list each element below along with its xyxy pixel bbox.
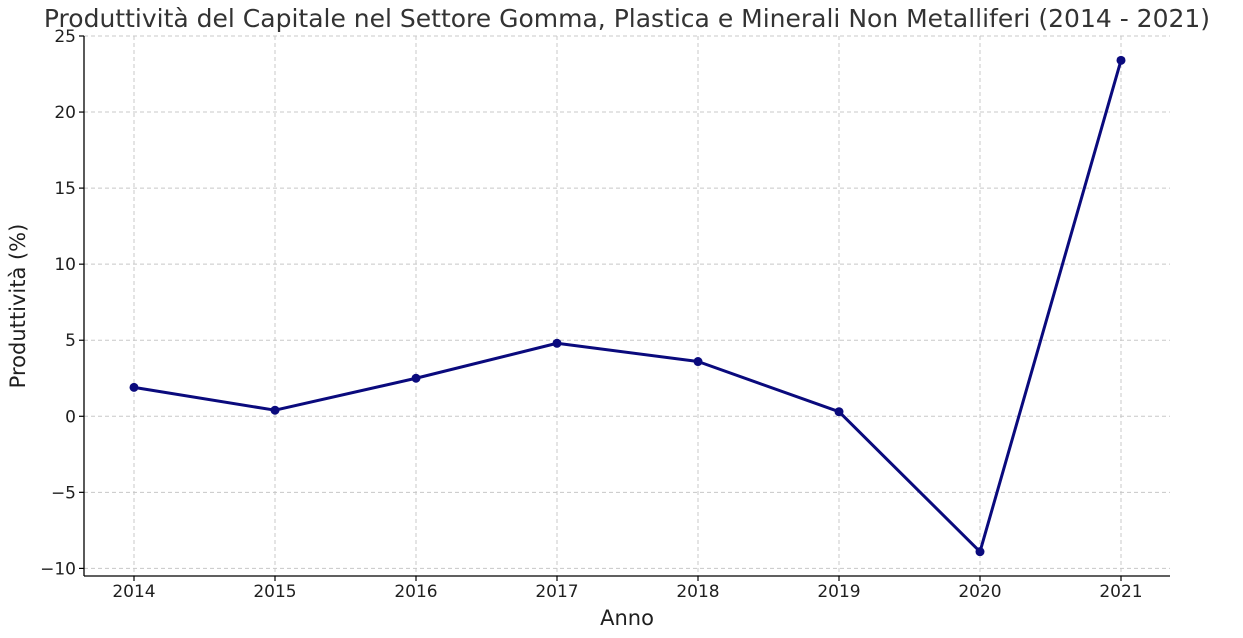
y-tick-label: 15: [54, 179, 76, 199]
x-tick-label: 2018: [676, 582, 719, 602]
x-tick-label: 2021: [1099, 582, 1142, 602]
data-point: [552, 338, 562, 348]
ticks-layer: −10 −5 0 5 10 15 20 25 2014 2015 2016 2017 2018 2019 2…: [40, 27, 1143, 602]
x-tick-label: 2015: [253, 582, 296, 602]
grid-layer: [84, 35, 1170, 576]
y-axis-label: Produttività (%): [6, 224, 30, 389]
series-layer: [129, 55, 1126, 557]
y-tick-label: −5: [51, 483, 76, 503]
chart-title: Produttività del Capitale nel Settore Go…: [44, 4, 1210, 33]
x-tick-label: 2014: [112, 582, 155, 602]
x-axis-label: Anno: [600, 606, 654, 630]
y-tick-label: −10: [40, 559, 76, 579]
y-tick-label: 5: [65, 331, 76, 351]
data-point: [693, 357, 703, 367]
x-tick-label: 2017: [535, 582, 578, 602]
axes-layer: [83, 36, 1170, 577]
y-tick-label: 20: [54, 103, 76, 123]
y-tick-label: 10: [54, 255, 76, 275]
x-tick-label: 2016: [394, 582, 437, 602]
data-point: [129, 382, 139, 392]
y-tick-label: 25: [54, 27, 76, 47]
series-line: [133, 59, 1123, 554]
data-point: [411, 373, 421, 383]
x-tick-label: 2020: [958, 582, 1001, 602]
y-tick-label: 0: [65, 407, 76, 427]
data-point: [1116, 55, 1126, 65]
data-point: [834, 407, 844, 417]
data-point: [975, 547, 985, 557]
x-tick-label: 2019: [817, 582, 860, 602]
data-point: [270, 405, 280, 415]
